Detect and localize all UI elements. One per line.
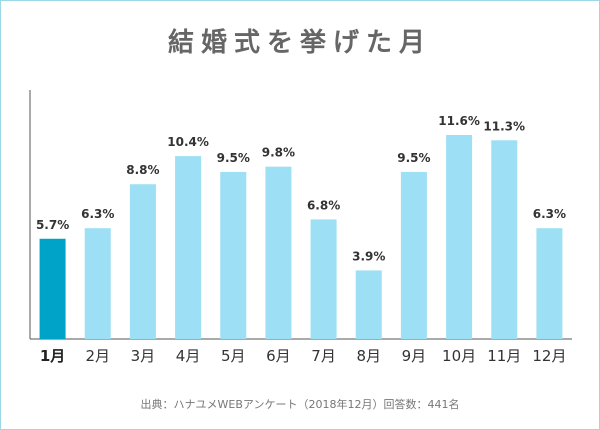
bar — [175, 156, 202, 339]
x-tick-label: 3月 — [131, 347, 156, 365]
x-tick-label: 7月 — [311, 347, 336, 365]
bar — [39, 238, 66, 339]
data-label: 11.6% — [438, 114, 480, 128]
bar — [84, 228, 111, 339]
bar — [446, 135, 473, 339]
bars-group: 5.7% 1月 6.3% 2月 8.8% 3月 10.4% 4月 9.5% 5月 9.8% 6月 6.8… — [36, 114, 567, 365]
data-label: 9.5% — [217, 151, 250, 165]
bar — [400, 171, 427, 339]
bar — [491, 140, 518, 339]
data-label: 6.8% — [307, 198, 340, 212]
bar — [310, 219, 337, 339]
data-label: 10.4% — [167, 135, 209, 149]
data-label: 5.7% — [36, 218, 69, 232]
x-tick-label: 12月 — [532, 347, 566, 365]
bar — [536, 228, 563, 339]
data-label: 8.8% — [126, 163, 159, 177]
bar — [220, 171, 247, 339]
bar — [265, 166, 292, 339]
chart-title: 結婚式を挙げた月 — [167, 28, 432, 58]
bar — [355, 270, 382, 339]
source-note: 出典：ハナユメWEBアンケート（2018年12月）回答数：441名 — [140, 398, 460, 411]
data-label: 6.3% — [81, 207, 114, 221]
data-label: 6.3% — [533, 207, 566, 221]
x-tick-label: 11月 — [487, 347, 521, 365]
x-tick-label: 5月 — [221, 347, 246, 365]
x-tick-label: 10月 — [442, 347, 476, 365]
x-tick-label: 8月 — [356, 347, 381, 365]
x-tick-label: 1月 — [40, 347, 65, 365]
data-label: 9.5% — [397, 151, 430, 165]
x-tick-label: 4月 — [176, 347, 201, 365]
x-tick-label: 9月 — [402, 347, 427, 365]
data-label: 9.8% — [262, 146, 295, 160]
data-label: 3.9% — [352, 249, 385, 263]
x-tick-label: 6月 — [266, 347, 291, 365]
x-tick-label: 2月 — [85, 347, 110, 365]
bar — [129, 184, 156, 339]
data-label: 11.3% — [483, 119, 525, 133]
